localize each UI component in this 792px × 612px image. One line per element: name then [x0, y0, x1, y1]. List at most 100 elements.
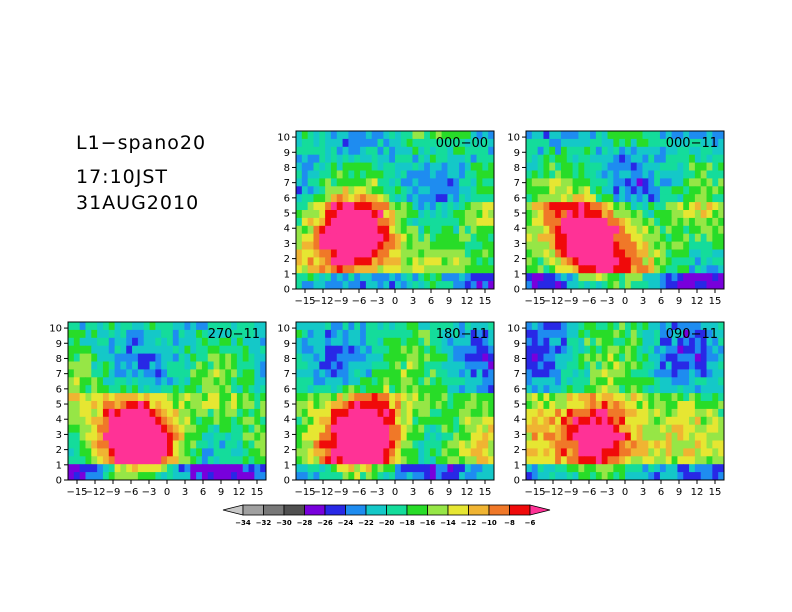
heatmap-cell — [665, 472, 672, 481]
heatmap-cell — [654, 162, 661, 171]
colorbar-cell — [488, 504, 510, 516]
heatmap-cell — [613, 345, 620, 354]
heatmap-cell — [689, 194, 696, 203]
heatmap-cell — [578, 249, 585, 258]
heatmap-cell — [319, 393, 326, 402]
heatmap-cell — [453, 369, 460, 378]
heatmap-cell — [319, 233, 326, 242]
heatmap-cell — [383, 329, 390, 339]
heatmap-cell — [73, 361, 81, 370]
heatmap-cell — [342, 393, 349, 402]
heatmap-cell — [464, 217, 472, 227]
heatmap-cell — [636, 241, 643, 250]
heatmap-cell — [85, 353, 92, 362]
heatmap-cell — [79, 424, 86, 433]
heatmap-cell — [412, 329, 419, 339]
heatmap-cell — [400, 322, 408, 331]
heatmap-cell — [566, 154, 573, 163]
heatmap-cell — [342, 416, 349, 426]
heatmap-cell — [706, 393, 713, 402]
heatmap-cell — [537, 273, 544, 282]
heatmap-cell — [700, 202, 707, 211]
heatmap-cell — [543, 440, 550, 449]
heatmap-cell — [543, 146, 550, 156]
heatmap-cell — [365, 202, 373, 211]
heatmap-cell — [572, 401, 579, 410]
heatmap-cell — [531, 345, 539, 354]
heatmap-cell — [543, 138, 550, 148]
heatmap-cell — [377, 186, 384, 195]
heatmap-cell — [630, 416, 638, 426]
y-tick-label: 5 — [514, 400, 520, 411]
heatmap-cell — [429, 440, 437, 449]
heatmap-cell — [137, 345, 145, 354]
heatmap-cell — [383, 472, 390, 481]
heatmap-cell — [360, 225, 367, 235]
heatmap-cell — [296, 233, 303, 242]
heatmap-cell — [196, 369, 203, 378]
heatmap-cell — [184, 377, 191, 386]
heatmap-cell — [155, 464, 162, 473]
heatmap-cell — [377, 408, 384, 418]
heatmap-cell — [453, 146, 460, 156]
heatmap-cell — [219, 401, 226, 410]
heatmap-cell — [560, 217, 568, 227]
heatmap-cell — [342, 432, 349, 441]
heatmap-cell — [531, 416, 539, 426]
heatmap-cell — [654, 170, 661, 179]
heatmap-cell — [213, 424, 220, 433]
heatmap-cell — [712, 146, 719, 156]
heatmap-cell — [330, 202, 338, 211]
heatmap-cell — [412, 178, 419, 187]
heatmap-cell — [429, 273, 437, 282]
heatmap-cell — [543, 401, 550, 410]
heatmap-cell — [677, 186, 684, 195]
heatmap-cell — [330, 257, 338, 266]
heatmap-cell — [555, 138, 562, 148]
heatmap-cell — [453, 345, 460, 354]
heatmap-cell — [601, 353, 608, 362]
heatmap-cell — [630, 162, 638, 171]
heatmap-cell — [441, 162, 448, 171]
heatmap-cell — [395, 472, 402, 481]
heatmap-cell — [659, 162, 667, 171]
heatmap-cell — [114, 408, 121, 418]
heatmap-cell — [207, 337, 214, 347]
heatmap-cell — [296, 448, 303, 457]
heatmap-cell — [636, 249, 643, 258]
heatmap-cell — [114, 385, 121, 394]
heatmap-cell — [242, 377, 249, 386]
heatmap-cell — [560, 448, 568, 457]
heatmap-cell — [389, 432, 396, 441]
heatmap-cell — [301, 186, 309, 195]
heatmap-cell — [377, 440, 384, 449]
heatmap-cell — [607, 249, 614, 258]
heatmap-cell — [167, 424, 174, 433]
heatmap-cell — [395, 337, 402, 347]
heatmap-cell — [377, 472, 384, 481]
heatmap-cell — [167, 385, 174, 394]
heatmap-cell — [296, 472, 303, 481]
heatmap-cell — [296, 416, 303, 426]
heatmap-cell — [601, 432, 608, 441]
heatmap-cell — [406, 432, 413, 441]
heatmap-cell — [91, 401, 98, 410]
heatmap-cell — [365, 225, 373, 235]
heatmap-cell — [336, 369, 343, 378]
heatmap-cell — [377, 353, 384, 362]
heatmap-cell — [560, 424, 568, 433]
heatmap-cell — [578, 154, 585, 163]
heatmap-cell — [178, 424, 185, 433]
heatmap-cell — [383, 131, 390, 140]
heatmap-cell — [114, 401, 121, 410]
heatmap-cell — [73, 401, 81, 410]
heatmap-cell — [201, 401, 209, 410]
heatmap-cell — [584, 265, 591, 274]
heatmap-cell — [172, 385, 180, 394]
heatmap-cell — [619, 249, 626, 258]
heatmap-cell — [319, 131, 326, 140]
heatmap-cell — [584, 353, 591, 362]
y-tick-label: 6 — [514, 193, 520, 204]
heatmap-cell — [178, 401, 185, 410]
heatmap-cell — [418, 202, 425, 211]
